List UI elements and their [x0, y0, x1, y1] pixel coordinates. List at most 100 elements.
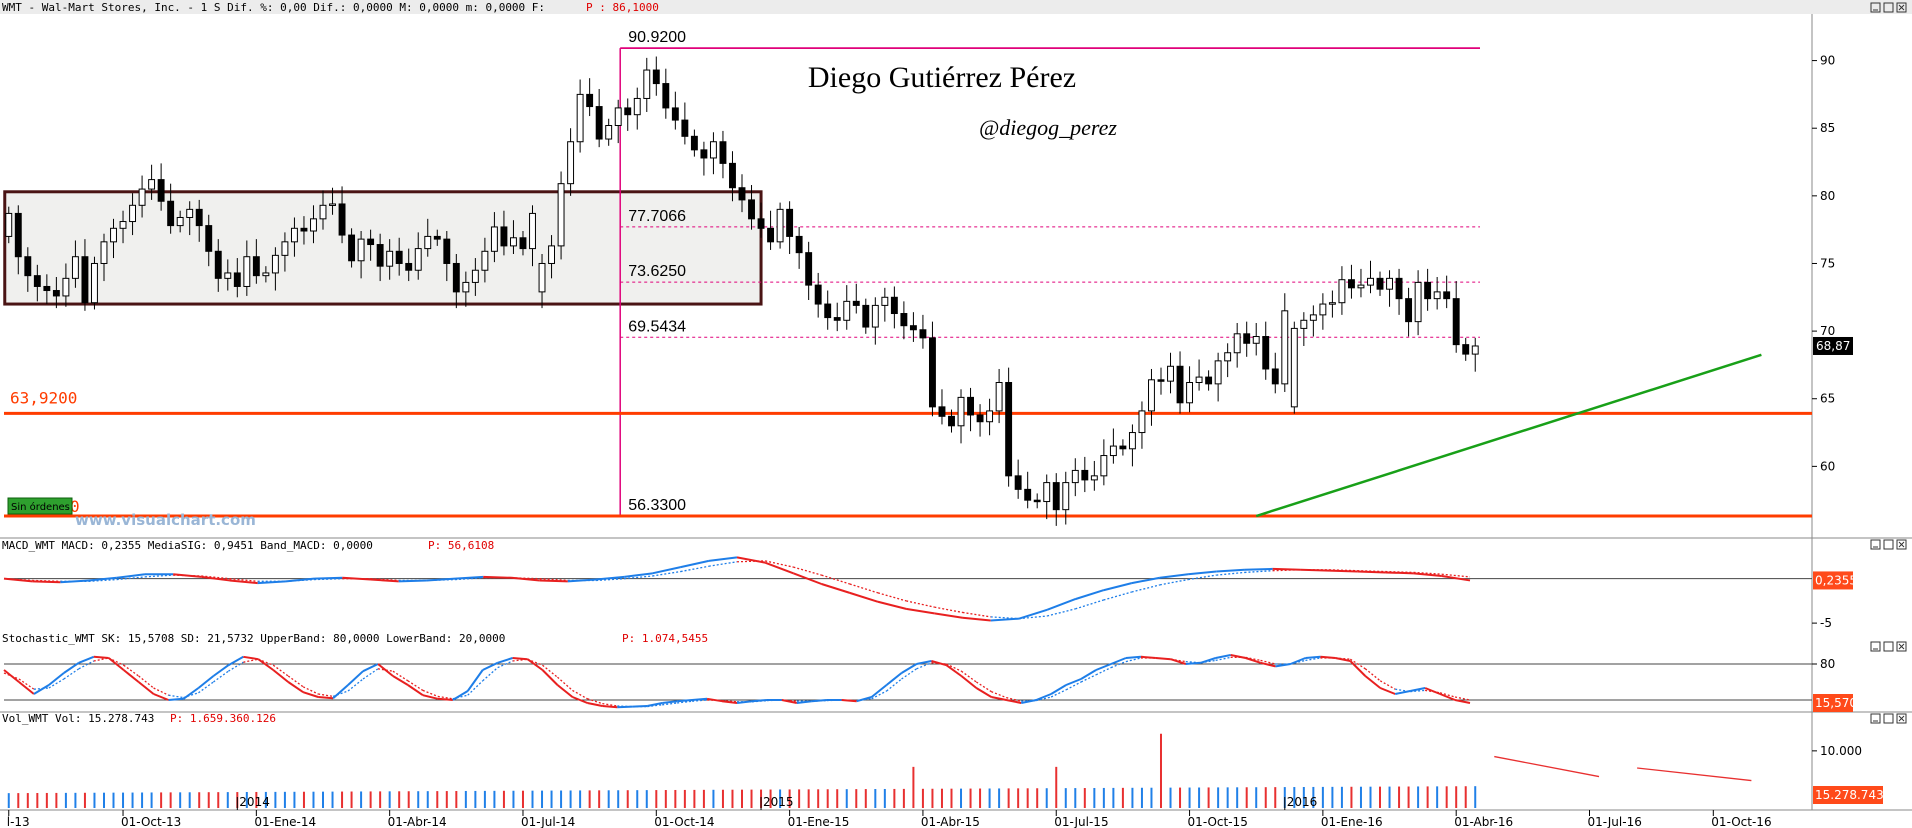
indicator-segment: [243, 658, 259, 663]
lower-support-label: 0: [70, 497, 80, 516]
minimize-icon[interactable]: [1870, 539, 1881, 550]
indicator-segment: [483, 575, 512, 579]
indicator-segment: [662, 700, 678, 704]
maximize-icon[interactable]: [1883, 2, 1894, 13]
candle-body: [767, 227, 775, 243]
close-icon[interactable]: [1896, 539, 1907, 550]
indicator-segment: [437, 697, 453, 701]
candle-body: [624, 107, 632, 116]
candle-body: [348, 234, 356, 262]
candle-body: [33, 275, 41, 287]
indicator-segment: [1095, 667, 1112, 676]
candle-body: [1052, 482, 1060, 511]
stochastic-panel: Stochastic_WMT SK: 15,5708 SD: 21,5732 U…: [2, 632, 1865, 712]
minimize-icon[interactable]: [1870, 2, 1881, 13]
minimize-icon[interactable]: [1870, 713, 1881, 724]
indicator-segment: [116, 573, 146, 579]
minimize-icon[interactable]: [1870, 641, 1881, 652]
indicator-segment: [183, 692, 199, 699]
candle-body: [1367, 277, 1374, 286]
candle-body: [786, 208, 794, 237]
indicator-segment: [1095, 663, 1112, 671]
indicator-segment: [1187, 574, 1217, 581]
indicator-segment: [1379, 687, 1396, 695]
stochastic-lines: [3, 654, 1812, 709]
panel-controls[interactable]: [1870, 539, 1907, 724]
indicator-segment: [197, 675, 215, 689]
indicator-segment: [1385, 571, 1414, 575]
candle-body: [148, 179, 156, 190]
candle-body: [719, 141, 727, 164]
indicator-segment: [877, 600, 907, 610]
candlesticks: [5, 56, 1479, 526]
indicator-segment: [595, 575, 625, 581]
candle-body: [300, 227, 308, 232]
indicator-segment: [285, 578, 315, 582]
year-label: 2015: [763, 795, 794, 809]
indicator-segment: [1131, 584, 1161, 593]
indicator-segment: [123, 664, 140, 677]
indicator-segment: [1216, 571, 1245, 576]
indicator-segment: [793, 566, 822, 576]
indicator-segment: [1046, 608, 1076, 617]
indicator-segment: [1155, 657, 1171, 660]
indicator-tick-label: -5: [1820, 616, 1832, 630]
candle-body: [957, 396, 965, 427]
time-tick-label: 01-Oct-16: [1711, 815, 1771, 828]
indicator-segment: [1379, 680, 1396, 690]
indicator-segment: [1245, 656, 1261, 662]
candle-body: [681, 119, 689, 137]
maximize-icon[interactable]: [1883, 539, 1894, 550]
candle-body: [129, 204, 137, 223]
indicator-segment: [587, 702, 603, 707]
indicator-segment: [975, 687, 992, 698]
candle-body: [1319, 303, 1327, 316]
candle-body: [1290, 327, 1298, 408]
indicator-segment: [1413, 571, 1442, 575]
candle-body: [662, 83, 670, 109]
indicator-segment: [88, 576, 117, 582]
fib-level-label: 69.5434: [628, 318, 686, 335]
time-tick-label: 01-Oct-15: [1188, 815, 1248, 828]
support-label: 63,9200: [10, 388, 77, 407]
indicator-segment: [1290, 657, 1306, 665]
indicator-segment: [871, 684, 888, 698]
indicator-segment: [318, 693, 334, 698]
candle-body: [138, 188, 146, 206]
maximize-icon[interactable]: [1883, 713, 1894, 724]
maximize-icon[interactable]: [1883, 641, 1894, 652]
indicator-segment: [647, 702, 663, 707]
candle-body: [262, 272, 270, 277]
volume-bars: [7, 733, 1752, 808]
window-controls[interactable]: [1870, 2, 1907, 13]
indicator-segment: [1245, 657, 1261, 664]
close-icon[interactable]: [1896, 713, 1907, 724]
indicator-segment: [153, 693, 169, 701]
indicator-segment: [901, 668, 917, 680]
indicator-segment: [318, 696, 334, 700]
indicator-segment: [1018, 608, 1048, 620]
orders-badge[interactable]: Sin órdenes: [7, 497, 73, 515]
close-icon[interactable]: [1896, 641, 1907, 652]
price-tick-label: 70: [1820, 324, 1835, 338]
candle-body: [424, 235, 432, 250]
indicator-segment: [906, 600, 935, 608]
macd-last-value: 0,2355: [1815, 573, 1857, 587]
close-icon-stroke: [1898, 715, 1905, 722]
author-name: Diego Gutiérrez Pérez: [808, 61, 1076, 94]
candle-body: [1376, 277, 1384, 290]
indicator-segment: [108, 657, 125, 671]
indicator-segment: [916, 660, 932, 665]
candle-body: [986, 410, 994, 423]
indicator-segment: [526, 658, 544, 671]
indicator-segment: [708, 561, 738, 567]
close-icon[interactable]: [1896, 2, 1907, 13]
indicator-segment: [482, 661, 499, 671]
candle-body: [729, 162, 736, 189]
indicator-segment: [1159, 578, 1189, 586]
candle-body: [871, 304, 879, 328]
indicator-segment: [692, 699, 708, 702]
panel-frames: [0, 14, 1912, 811]
candle-body: [805, 252, 813, 286]
candle-body: [338, 203, 346, 236]
